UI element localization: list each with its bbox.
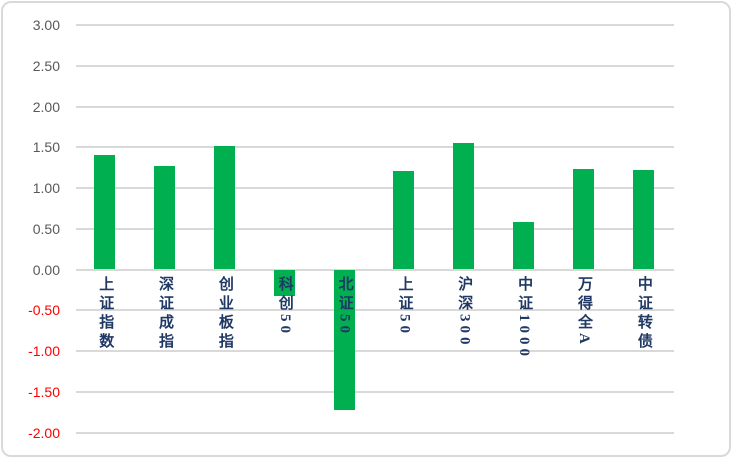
category-label-万得全A: 万得全A — [576, 276, 592, 348]
gridline — [76, 350, 674, 352]
y-axis-tick-label: 0.00 — [32, 261, 60, 278]
gridline — [76, 64, 674, 67]
bar-上证指数 — [94, 154, 116, 270]
gridline — [76, 309, 674, 312]
gridline — [76, 227, 674, 230]
y-axis-tick-label: 0.50 — [32, 220, 60, 237]
bar-上证50 — [393, 170, 415, 270]
category-label-深证成指: 深证成指 — [157, 276, 174, 352]
bar-沪深300 — [453, 143, 475, 270]
bar-科创50 — [273, 269, 295, 296]
y-axis-tick-label: 1.50 — [32, 139, 60, 156]
gridline — [76, 431, 674, 434]
y-axis-tick-label: -1.00 — [28, 343, 60, 359]
y-axis-tick-label: 2.00 — [32, 98, 60, 115]
bar-北证50 — [333, 269, 355, 410]
gridline — [76, 390, 674, 393]
gridline — [76, 268, 674, 271]
y-axis-tick-label: -0.50 — [28, 302, 60, 319]
bar-中证1000 — [513, 222, 535, 270]
bar-万得全A — [573, 169, 594, 270]
category-label-上证50: 上证50 — [396, 276, 413, 337]
bar-创业板指 — [213, 145, 235, 270]
category-label-沪深300: 沪深300 — [456, 276, 473, 349]
gridline — [76, 105, 674, 108]
category-label-科创50: 科创50 — [276, 276, 293, 337]
gridline — [76, 24, 674, 26]
category-label-中证转债: 中证转债 — [635, 276, 652, 352]
y-axis-tick-label: 1.00 — [32, 180, 60, 196]
y-axis-tick-label: -1.50 — [28, 383, 60, 400]
gridline — [76, 146, 674, 149]
category-label-北证50: 北证50 — [336, 276, 353, 337]
gridline — [76, 187, 674, 189]
category-label-上证指数: 上证指数 — [97, 276, 114, 352]
y-axis-tick-label: 3.00 — [32, 17, 60, 33]
bar-深证成指 — [154, 165, 176, 270]
y-axis-tick-label: -2.00 — [28, 424, 60, 441]
bar-中证转债 — [632, 170, 654, 270]
category-label-中证1000: 中证1000 — [516, 276, 533, 360]
category-label-创业板指: 创业板指 — [216, 276, 233, 352]
y-axis-tick-label: 2.50 — [32, 57, 60, 74]
